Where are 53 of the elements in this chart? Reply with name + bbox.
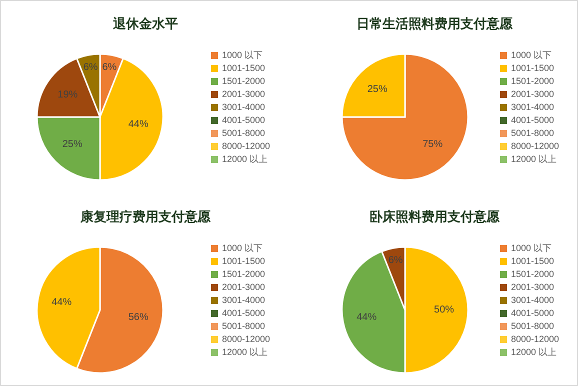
- legend-label: 2001-3000: [222, 282, 265, 292]
- legend-label: 3001-4000: [510, 102, 554, 112]
- pie-slice: [341, 53, 469, 181]
- legend-label: 8000-12000: [222, 334, 270, 344]
- legend-label: 3001-4000: [222, 295, 265, 305]
- legend-label: 1000 以下: [510, 243, 552, 253]
- legend-label: 3001-4000: [510, 295, 554, 305]
- legend-label: 1000 以下: [510, 50, 552, 60]
- data-label: 44%: [52, 297, 72, 308]
- legend-label: 12000 以上: [222, 347, 268, 357]
- legend-label: 12000 以上: [222, 154, 268, 164]
- legend-label: 2001-3000: [222, 89, 265, 99]
- chart-title: 日常生活照料费用支付意愿: [356, 16, 514, 33]
- legend-label: 8000-12000: [510, 334, 559, 344]
- legend-label: 8000-12000: [222, 141, 270, 151]
- legend-label: 12000 以上: [510, 347, 556, 357]
- legend-label: 1501-2000: [510, 76, 554, 86]
- legend-label: 4001-5000: [222, 115, 265, 125]
- chart-title: 卧床照料费用支付意愿: [368, 208, 500, 226]
- legend-label: 5001-8000: [510, 321, 554, 331]
- legend-label: 8000-12000: [510, 141, 559, 151]
- chart-title: 退休金水平: [112, 16, 179, 33]
- legend-label: 4001-5000: [222, 308, 265, 318]
- legend-label: 5001-8000: [222, 321, 265, 331]
- legend-label: 1000 以下: [222, 50, 262, 60]
- legend-label: 1501-2000: [222, 76, 265, 86]
- data-label: 50%: [434, 304, 454, 316]
- legend-label: 1001-1500: [510, 256, 554, 266]
- data-label: 56%: [128, 312, 148, 323]
- data-label: 75%: [422, 139, 443, 150]
- data-label: 6%: [388, 254, 403, 266]
- legend-label: 2001-3000: [510, 89, 554, 99]
- legend-label: 1001-1500: [222, 63, 265, 73]
- legend-label: 1501-2000: [510, 269, 554, 279]
- legend-label: 1501-2000: [222, 269, 265, 279]
- legend-label: 1001-1500: [222, 256, 265, 266]
- legend-label: 1000 以下: [222, 243, 262, 253]
- legend-label: 5001-8000: [510, 128, 554, 138]
- legend-label: 4001-5000: [510, 115, 554, 125]
- legend-label: 1001-1500: [510, 63, 554, 73]
- chart-title: 康复理疗费用支付意愿: [80, 208, 212, 226]
- legend-label: 3001-4000: [222, 102, 265, 112]
- data-label: 25%: [367, 84, 388, 95]
- data-label: 25%: [62, 139, 82, 150]
- data-label: 6%: [102, 62, 117, 73]
- data-label: 44%: [128, 118, 148, 130]
- legend-label: 4001-5000: [510, 308, 554, 318]
- legend-label: 12000 以上: [510, 154, 556, 164]
- legend-label: 5001-8000: [222, 128, 265, 138]
- data-label: 44%: [356, 312, 377, 323]
- legend-label: 2001-3000: [510, 282, 554, 292]
- data-label: 19%: [58, 90, 78, 101]
- data-label: 6%: [83, 62, 98, 73]
